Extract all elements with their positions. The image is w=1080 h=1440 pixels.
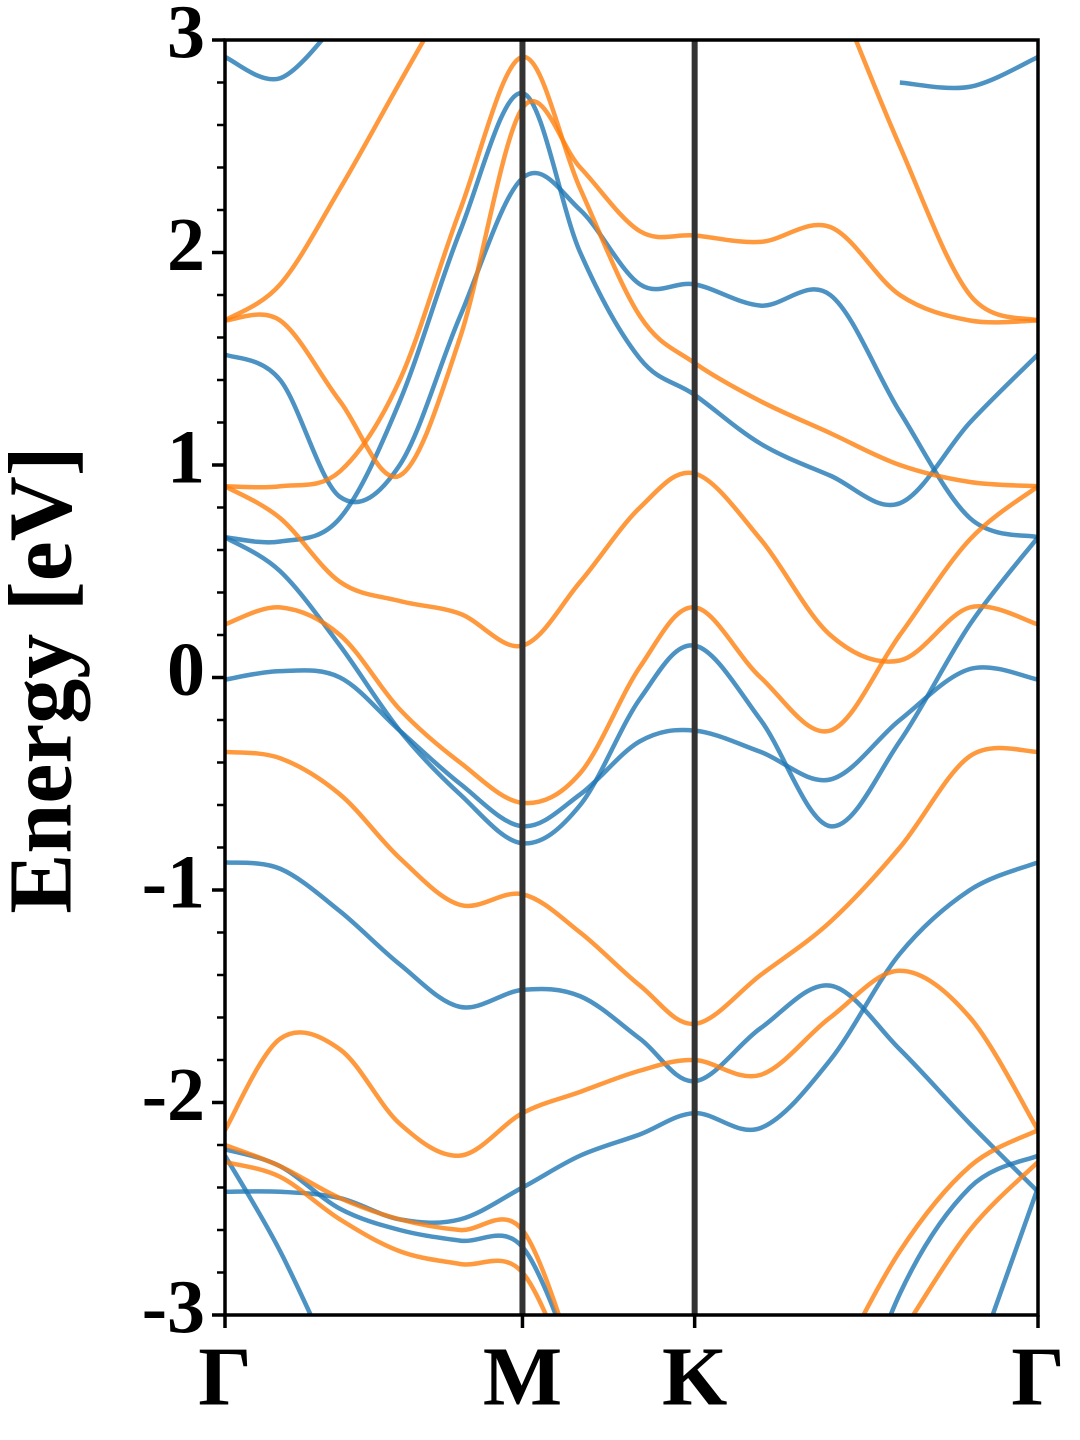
band-line — [225, 484, 1038, 806]
y-tick-label: 1 — [167, 415, 205, 499]
band-line — [225, 860, 1038, 1194]
x-tick-label: M — [483, 1330, 562, 1423]
y-tick-label: 3 — [167, 0, 205, 74]
band-line — [225, 1147, 1038, 1315]
y-tick-label: -1 — [142, 840, 205, 924]
band-line — [225, 535, 1038, 846]
band-line — [225, 40, 1038, 323]
y-tick-label: 0 — [167, 628, 205, 712]
x-tick-label: K — [662, 1330, 727, 1423]
x-tick-label: Γ — [198, 1330, 251, 1423]
band-line — [225, 665, 1038, 829]
band-line — [225, 170, 1038, 540]
band-line — [225, 1128, 1038, 1315]
y-tick-label: 2 — [167, 203, 205, 287]
band-line — [225, 90, 1038, 545]
band-line — [225, 470, 1038, 664]
y-tick-label: -2 — [142, 1053, 205, 1137]
x-tick-label: Γ — [1011, 1330, 1064, 1423]
band-line — [225, 1154, 1038, 1315]
band-line — [225, 1159, 1038, 1315]
band-line — [225, 968, 1038, 1158]
y-axis-label: Energy [eV] — [0, 446, 91, 913]
band-line — [225, 745, 1038, 1027]
y-tick-label: -3 — [142, 1265, 205, 1349]
band-line — [225, 54, 1038, 490]
plot-area — [225, 40, 1038, 1315]
band-line — [225, 40, 1038, 91]
band-line — [225, 98, 1038, 480]
